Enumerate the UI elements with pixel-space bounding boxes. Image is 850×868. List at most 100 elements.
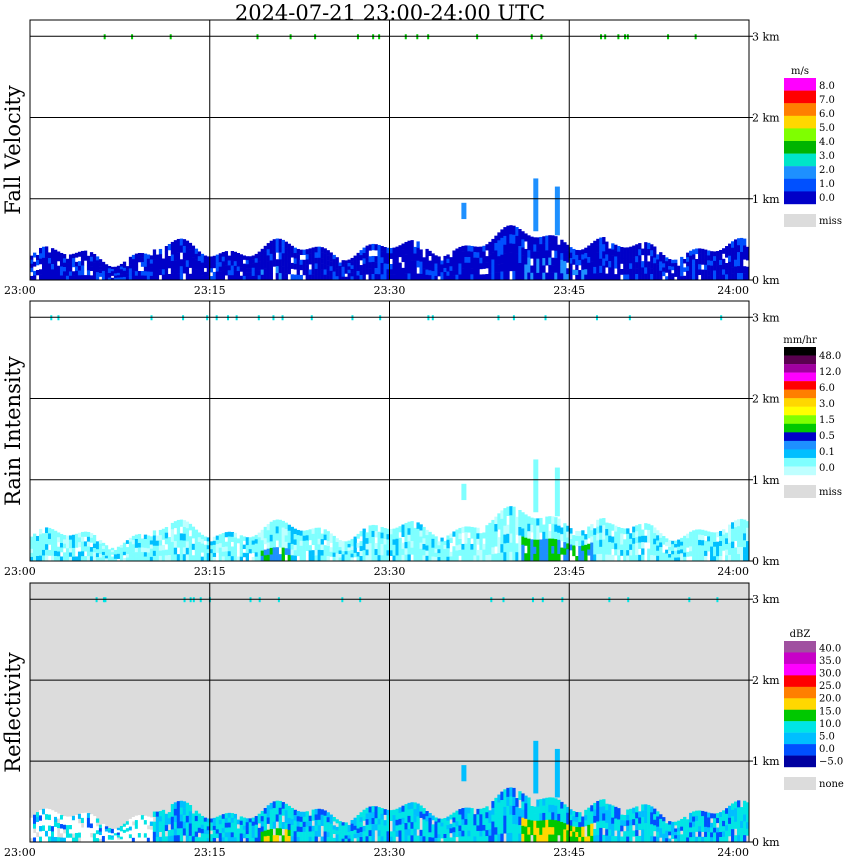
echo-cell <box>386 258 390 265</box>
echo-cell <box>281 808 285 816</box>
echo-cell <box>338 835 342 839</box>
echo-cell <box>521 271 525 281</box>
echo-cell <box>674 544 678 548</box>
echo-cell <box>272 801 276 809</box>
echo-cell <box>563 554 567 562</box>
echo-column <box>554 748 560 798</box>
echo-cell <box>656 535 660 541</box>
echo-cell <box>542 272 546 281</box>
echo-cell <box>113 835 118 838</box>
echo-cell <box>440 272 444 277</box>
echo-cell <box>641 542 645 549</box>
echo-cell <box>230 250 235 257</box>
echo-cell <box>170 535 175 543</box>
echo-cell <box>494 834 498 843</box>
echo-cell <box>419 536 423 543</box>
echo-cell <box>425 811 429 817</box>
echo-cell <box>182 259 187 267</box>
echo-cell <box>122 829 127 834</box>
echo-cell <box>548 235 552 243</box>
echo-cell <box>236 261 241 267</box>
echo-cell <box>140 547 145 553</box>
echo-cell <box>620 269 624 275</box>
echo-cell <box>215 254 220 260</box>
echo-cell <box>602 518 606 526</box>
echo-cell <box>122 557 127 562</box>
echo-cell <box>431 262 435 267</box>
echo-cell <box>695 264 699 270</box>
echo-cell <box>338 554 342 558</box>
echo-cell <box>656 550 660 557</box>
echo-cell <box>80 813 85 819</box>
echo-cell <box>218 262 223 267</box>
echo-cell <box>515 806 519 816</box>
echo-cell <box>242 825 246 831</box>
echo-cell <box>446 543 450 549</box>
echo-cell <box>404 810 408 818</box>
echo-cell <box>515 271 519 281</box>
echo-cell <box>677 543 681 548</box>
echo-cell <box>446 837 450 843</box>
echo-cell <box>434 259 438 264</box>
echo-cell <box>467 824 471 831</box>
echo-cell <box>446 825 450 830</box>
echo-cell <box>482 274 486 281</box>
echo-cell <box>152 821 157 828</box>
echo-cell <box>647 536 651 543</box>
echo-cell <box>164 251 169 258</box>
echo-cell <box>404 248 408 255</box>
echo-cell <box>626 831 630 837</box>
echo-cell <box>617 538 621 545</box>
echo-cell <box>101 829 106 834</box>
echo-cell <box>263 262 267 269</box>
echo-cell <box>446 254 450 260</box>
echo-cell <box>437 553 441 558</box>
echo-cell <box>119 266 124 270</box>
echo-cell <box>671 266 675 271</box>
echo-cell <box>65 829 70 834</box>
echo-cell <box>143 534 148 540</box>
echo-cell <box>431 257 435 263</box>
echo-cell <box>113 273 118 276</box>
echo-cell <box>719 837 723 843</box>
echo-cell <box>260 550 264 557</box>
echo-cell <box>581 254 585 260</box>
echo-cell <box>146 539 151 545</box>
echo-cell <box>638 255 642 262</box>
echo-cell <box>188 542 193 549</box>
echo-cell <box>146 829 151 834</box>
echo-cell <box>239 833 244 839</box>
echo-cell <box>110 552 115 555</box>
echo-cell <box>338 269 342 274</box>
echo-cell <box>695 836 699 843</box>
echo-cell <box>419 261 423 269</box>
echo-cell <box>356 257 360 263</box>
echo-cell <box>152 264 157 271</box>
echo-cell <box>683 258 687 264</box>
echo-cell <box>53 535 58 542</box>
echo-cell <box>218 556 223 562</box>
echo-cell <box>158 254 163 260</box>
echo-cell <box>575 540 579 547</box>
echo-cell <box>659 828 663 834</box>
echo-cell <box>713 827 717 833</box>
echo-cell <box>209 276 214 281</box>
echo-cell <box>368 812 372 819</box>
echo-cell <box>182 814 187 822</box>
echo-cell <box>428 822 432 828</box>
echo-cell <box>461 526 465 533</box>
echo-cell <box>335 545 339 550</box>
echo-cell <box>314 544 318 551</box>
echo-cell <box>35 259 40 266</box>
echo-cell <box>437 256 441 261</box>
echo-cell <box>143 253 148 259</box>
echo-cell <box>194 836 199 843</box>
echo-cell <box>257 275 261 281</box>
echo-cell <box>233 832 238 838</box>
echo-cell <box>293 258 297 265</box>
echo-cell <box>50 831 55 838</box>
echo-cell <box>128 264 133 269</box>
echo-cell <box>509 796 513 806</box>
echo-cell <box>44 538 49 545</box>
echo-cell <box>77 251 82 257</box>
